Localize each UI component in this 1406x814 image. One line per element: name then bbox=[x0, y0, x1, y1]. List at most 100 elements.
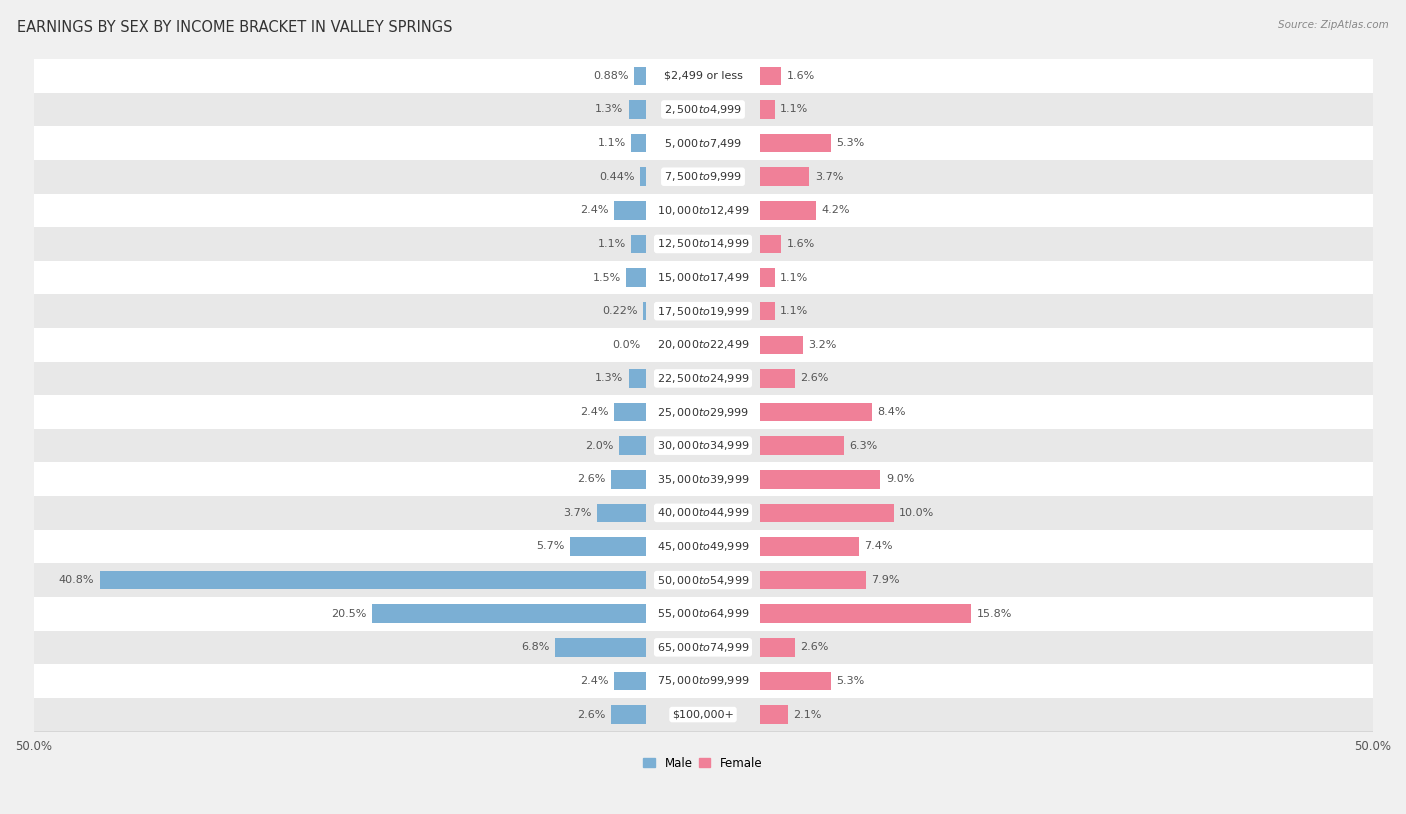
Text: 0.44%: 0.44% bbox=[599, 172, 636, 182]
Legend: Male, Female: Male, Female bbox=[644, 756, 762, 769]
Bar bbox=[569, 537, 647, 556]
Text: 5.3%: 5.3% bbox=[837, 138, 865, 148]
Text: $2,499 or less: $2,499 or less bbox=[664, 71, 742, 81]
Text: 10.0%: 10.0% bbox=[900, 508, 935, 518]
Bar bbox=[34, 227, 1372, 260]
Text: $12,500 to $14,999: $12,500 to $14,999 bbox=[657, 238, 749, 251]
Text: $35,000 to $39,999: $35,000 to $39,999 bbox=[657, 473, 749, 486]
Text: $50,000 to $54,999: $50,000 to $54,999 bbox=[657, 574, 749, 587]
Bar bbox=[614, 201, 647, 220]
Text: 1.3%: 1.3% bbox=[595, 104, 623, 115]
Bar bbox=[612, 705, 647, 724]
Text: $75,000 to $99,999: $75,000 to $99,999 bbox=[657, 675, 749, 688]
Text: 2.6%: 2.6% bbox=[578, 475, 606, 484]
Text: 0.0%: 0.0% bbox=[613, 339, 641, 350]
Bar bbox=[759, 705, 787, 724]
Text: 1.1%: 1.1% bbox=[780, 273, 808, 282]
Text: 5.7%: 5.7% bbox=[536, 541, 564, 552]
Text: $17,500 to $19,999: $17,500 to $19,999 bbox=[657, 304, 749, 317]
Text: 20.5%: 20.5% bbox=[330, 609, 366, 619]
Bar bbox=[626, 269, 647, 287]
Text: 3.7%: 3.7% bbox=[815, 172, 844, 182]
Text: 2.0%: 2.0% bbox=[585, 440, 614, 451]
Bar bbox=[759, 436, 844, 455]
Bar bbox=[759, 67, 782, 85]
Bar bbox=[34, 396, 1372, 429]
Bar bbox=[34, 126, 1372, 160]
Text: $45,000 to $49,999: $45,000 to $49,999 bbox=[657, 540, 749, 553]
Bar bbox=[759, 605, 972, 623]
Bar bbox=[34, 59, 1372, 93]
Bar bbox=[34, 530, 1372, 563]
Bar bbox=[631, 133, 647, 152]
Text: 6.8%: 6.8% bbox=[522, 642, 550, 652]
Bar bbox=[759, 470, 880, 488]
Bar bbox=[34, 664, 1372, 698]
Bar bbox=[759, 302, 775, 321]
Text: $7,500 to $9,999: $7,500 to $9,999 bbox=[664, 170, 742, 183]
Text: $100,000+: $100,000+ bbox=[672, 710, 734, 720]
Text: 1.1%: 1.1% bbox=[598, 239, 626, 249]
Bar bbox=[643, 302, 647, 321]
Bar bbox=[759, 133, 831, 152]
Text: $2,500 to $4,999: $2,500 to $4,999 bbox=[664, 103, 742, 116]
Text: Source: ZipAtlas.com: Source: ZipAtlas.com bbox=[1278, 20, 1389, 30]
Text: 2.1%: 2.1% bbox=[793, 710, 821, 720]
Bar bbox=[612, 470, 647, 488]
Bar bbox=[34, 361, 1372, 396]
Bar bbox=[34, 496, 1372, 530]
Bar bbox=[628, 100, 647, 119]
Text: $25,000 to $29,999: $25,000 to $29,999 bbox=[657, 405, 749, 418]
Bar bbox=[596, 504, 647, 522]
Text: 2.6%: 2.6% bbox=[800, 642, 828, 652]
Bar bbox=[34, 462, 1372, 496]
Bar bbox=[759, 100, 775, 119]
Bar bbox=[759, 537, 859, 556]
Text: $15,000 to $17,499: $15,000 to $17,499 bbox=[657, 271, 749, 284]
Text: 1.1%: 1.1% bbox=[780, 306, 808, 316]
Text: EARNINGS BY SEX BY INCOME BRACKET IN VALLEY SPRINGS: EARNINGS BY SEX BY INCOME BRACKET IN VAL… bbox=[17, 20, 453, 35]
Text: $5,000 to $7,499: $5,000 to $7,499 bbox=[664, 137, 742, 150]
Text: 1.6%: 1.6% bbox=[787, 239, 815, 249]
Bar bbox=[34, 160, 1372, 194]
Text: 2.6%: 2.6% bbox=[800, 374, 828, 383]
Bar bbox=[640, 168, 647, 186]
Bar bbox=[634, 67, 647, 85]
Text: 4.2%: 4.2% bbox=[821, 205, 851, 216]
Text: $20,000 to $22,499: $20,000 to $22,499 bbox=[657, 339, 749, 352]
Bar bbox=[759, 403, 872, 422]
Bar bbox=[34, 698, 1372, 731]
Bar bbox=[628, 370, 647, 387]
Bar bbox=[34, 295, 1372, 328]
Text: 0.22%: 0.22% bbox=[602, 306, 638, 316]
Text: 2.6%: 2.6% bbox=[578, 710, 606, 720]
Bar bbox=[631, 234, 647, 253]
Text: 7.4%: 7.4% bbox=[865, 541, 893, 552]
Text: $65,000 to $74,999: $65,000 to $74,999 bbox=[657, 641, 749, 654]
Bar bbox=[614, 672, 647, 690]
Text: 1.5%: 1.5% bbox=[592, 273, 620, 282]
Bar bbox=[759, 335, 803, 354]
Bar bbox=[34, 328, 1372, 361]
Bar bbox=[759, 672, 831, 690]
Text: 1.1%: 1.1% bbox=[780, 104, 808, 115]
Bar bbox=[619, 436, 647, 455]
Bar bbox=[759, 571, 866, 589]
Text: 40.8%: 40.8% bbox=[59, 575, 94, 585]
Bar bbox=[34, 631, 1372, 664]
Text: $10,000 to $12,499: $10,000 to $12,499 bbox=[657, 204, 749, 217]
Text: 3.7%: 3.7% bbox=[562, 508, 591, 518]
Text: $55,000 to $64,999: $55,000 to $64,999 bbox=[657, 607, 749, 620]
Bar bbox=[759, 168, 810, 186]
Text: 1.6%: 1.6% bbox=[787, 71, 815, 81]
Text: 1.1%: 1.1% bbox=[598, 138, 626, 148]
Bar bbox=[759, 638, 794, 657]
Bar bbox=[34, 194, 1372, 227]
Text: 15.8%: 15.8% bbox=[977, 609, 1012, 619]
Text: $40,000 to $44,999: $40,000 to $44,999 bbox=[657, 506, 749, 519]
Text: 9.0%: 9.0% bbox=[886, 475, 914, 484]
Bar bbox=[614, 403, 647, 422]
Bar bbox=[100, 571, 647, 589]
Bar bbox=[34, 597, 1372, 631]
Bar bbox=[759, 269, 775, 287]
